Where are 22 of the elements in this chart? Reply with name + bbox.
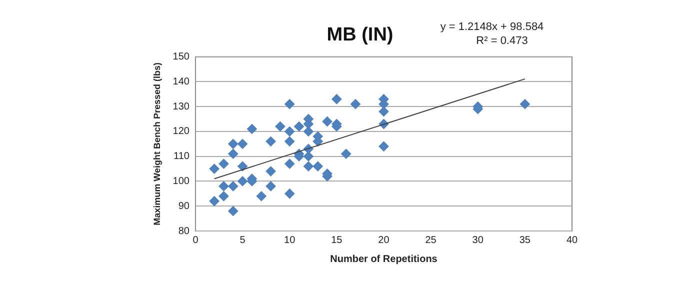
y-tick-label: 110 — [174, 151, 190, 162]
x-tick-label: 15 — [331, 234, 343, 246]
y-tick-label: 120 — [172, 126, 190, 138]
y-tick-label: 80 — [178, 226, 190, 237]
x-tick-label: 0 — [192, 234, 199, 246]
text: R² = 0.473 — [476, 35, 528, 47]
x-tick-label: 25 — [425, 234, 437, 246]
y-tick-label: 100 — [172, 176, 190, 187]
x-tick-label: 40 — [566, 234, 578, 246]
x-tick-label: 30 — [472, 234, 484, 246]
x-tick-label: 10 — [284, 234, 296, 246]
x-axis-title: Number of Repetitions — [330, 254, 438, 265]
y-tick-label: 140 — [172, 76, 190, 88]
chart-title: MB (IN) — [326, 24, 394, 46]
x-tick-label: 5 — [240, 234, 246, 246]
y-tick-label: 150 — [172, 52, 190, 63]
text: y = 1.2148x + 98.584 — [440, 21, 544, 33]
y-tick-label: 90 — [178, 200, 190, 212]
y-tick-label: 130 — [172, 101, 190, 112]
x-tick-label: 20 — [378, 234, 390, 246]
y-axis-title: Maximum Weight Bench Pressed (lbs) — [152, 62, 162, 226]
x-tick-label: 35 — [519, 234, 531, 246]
